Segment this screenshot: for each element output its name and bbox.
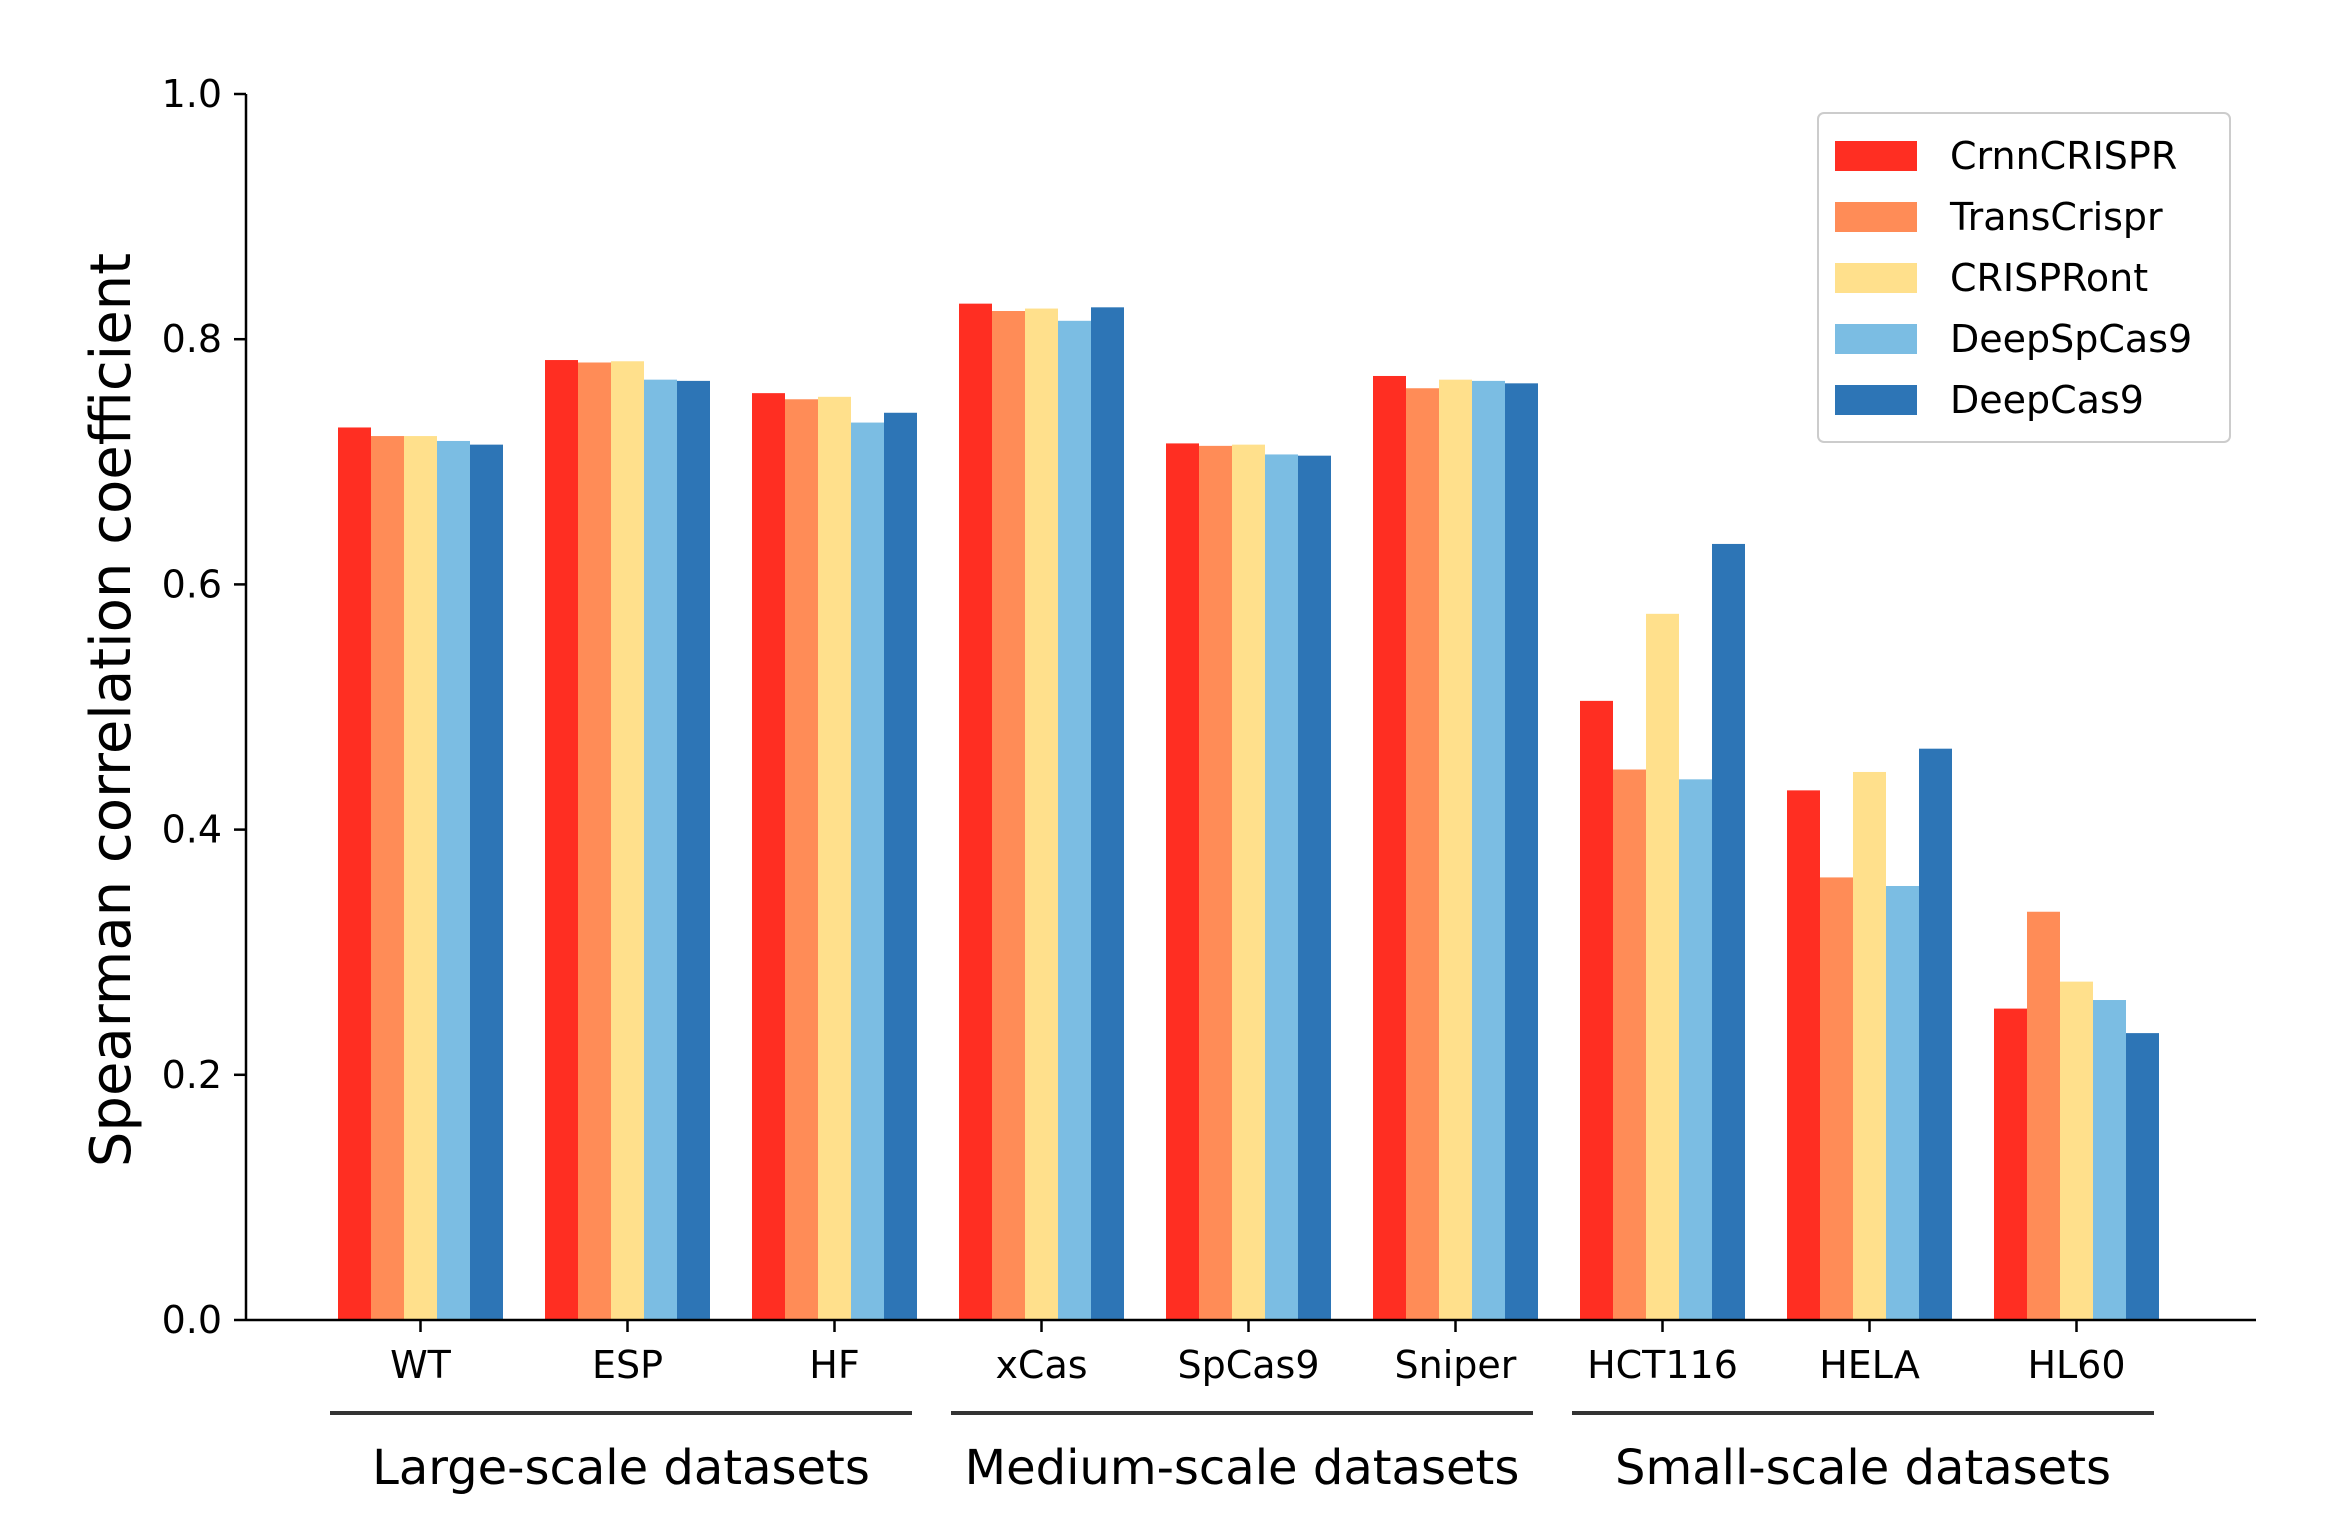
bar-hct116-deepcas9 <box>1712 543 1745 1320</box>
legend-label-deepcas9: DeepCas9 <box>1950 378 2144 422</box>
x-tick-label-hela: HELA <box>1819 1343 1920 1387</box>
bar-sniper-deepcas9 <box>1505 383 1538 1320</box>
bar-hl60-deepspcas9 <box>2093 1000 2126 1320</box>
bar-xcas-crispront <box>1025 308 1058 1320</box>
y-tick-label: 0.0 <box>162 1298 222 1342</box>
bar-sniper-deepspcas9 <box>1472 380 1505 1320</box>
bar-hf-transcrispr <box>785 399 818 1320</box>
bar-hf-crnncrispr <box>752 393 785 1320</box>
group-label: Large-scale datasets <box>372 1440 870 1496</box>
bar-hela-deepcas9 <box>1919 748 1952 1320</box>
group-label: Small-scale datasets <box>1615 1440 2111 1496</box>
bar-hela-crnncrispr <box>1787 790 1820 1320</box>
bar-hl60-deepcas9 <box>2126 1033 2159 1320</box>
legend-swatch-transcrispr <box>1835 202 1917 232</box>
bar-hct116-crnncrispr <box>1580 700 1613 1320</box>
bar-esp-crnncrispr <box>545 360 578 1320</box>
bar-wt-deepcas9 <box>470 444 503 1320</box>
x-tick-label-sniper: Sniper <box>1395 1343 1517 1387</box>
bar-esp-transcrispr <box>578 362 611 1320</box>
legend-swatch-crnncrispr <box>1835 141 1917 171</box>
x-tick-label-hct116: HCT116 <box>1587 1343 1738 1387</box>
x-tick-label-xcas: xCas <box>995 1343 1087 1387</box>
bar-hct116-transcrispr <box>1613 769 1646 1320</box>
bar-hf-crispront <box>818 396 851 1320</box>
bar-hl60-crnncrispr <box>1994 1008 2027 1320</box>
axes-layer: 0.0 0.2 0.4 0.6 0.8 1.0 WT ESP HF xCas SpCas9 Snipe… <box>162 72 2256 1387</box>
bar-sniper-transcrispr <box>1406 388 1439 1320</box>
y-axis-label-group: Spearman correlation coefficient <box>79 253 144 1167</box>
x-tick-label-spcas9: SpCas9 <box>1177 1343 1319 1387</box>
y-tick-label: 1.0 <box>162 72 222 116</box>
bar-hf-deepcas9 <box>884 412 917 1320</box>
legend-label-deepspcas9: DeepSpCas9 <box>1950 317 2192 361</box>
bar-hela-crispront <box>1853 771 1886 1320</box>
bar-esp-deepspcas9 <box>644 379 677 1321</box>
bar-xcas-crnncrispr <box>959 303 992 1320</box>
bar-wt-deepspcas9 <box>437 440 470 1320</box>
bar-wt-transcrispr <box>371 436 404 1321</box>
y-tick-label: 0.8 <box>162 317 222 361</box>
bar-spcas9-crnncrispr <box>1166 443 1199 1320</box>
y-axis-label: Spearman correlation coefficient <box>79 253 144 1167</box>
x-tick-label-hl60: HL60 <box>2027 1343 2125 1387</box>
x-tick-label-wt: WT <box>390 1343 452 1387</box>
bar-esp-deepcas9 <box>677 380 710 1320</box>
bar-hl60-transcrispr <box>2027 911 2060 1320</box>
legend-swatch-deepcas9 <box>1835 385 1917 415</box>
legend-label-transcrispr: TransCrispr <box>1949 195 2163 239</box>
bar-hela-transcrispr <box>1820 877 1853 1320</box>
bar-sniper-crnncrispr <box>1373 375 1406 1321</box>
bar-wt-crispront <box>404 436 437 1321</box>
legend-label-crispront: CRISPRont <box>1950 256 2148 300</box>
bars-layer <box>338 303 2159 1321</box>
bar-xcas-deepcas9 <box>1091 307 1124 1321</box>
y-tick-label: 0.6 <box>162 562 222 606</box>
bar-xcas-deepspcas9 <box>1058 320 1091 1320</box>
bar-esp-crispront <box>611 361 644 1320</box>
bar-hf-deepspcas9 <box>851 422 884 1320</box>
bar-spcas9-crispront <box>1232 444 1265 1320</box>
group-annotations-layer: Large-scale datasets Medium-scale dataset… <box>330 1411 2154 1496</box>
x-tick-label-esp: ESP <box>592 1343 663 1387</box>
bar-spcas9-deepcas9 <box>1298 455 1331 1320</box>
legend-swatch-crispront <box>1835 263 1917 293</box>
legend-frame <box>1817 112 2231 443</box>
legend: CrnnCRISPR TransCrispr CRISPRont DeepSpCas9… <box>1817 112 2231 443</box>
bar-spcas9-deepspcas9 <box>1265 454 1298 1321</box>
bar-xcas-transcrispr <box>992 311 1025 1320</box>
legend-swatch-deepspcas9 <box>1835 324 1917 354</box>
x-tick-label-hf: HF <box>809 1343 859 1387</box>
bar-spcas9-transcrispr <box>1199 445 1232 1320</box>
bar-hela-deepspcas9 <box>1886 885 1919 1320</box>
bar-hct116-deepspcas9 <box>1679 779 1712 1320</box>
legend-label-crnncrispr: CrnnCRISPR <box>1950 134 2177 178</box>
group-label: Medium-scale datasets <box>965 1440 1520 1496</box>
bar-hl60-crispront <box>2060 981 2093 1320</box>
y-tick-label: 0.2 <box>162 1053 222 1097</box>
bar-sniper-crispront <box>1439 379 1472 1321</box>
bar-hct116-crispront <box>1646 613 1679 1320</box>
y-tick-label: 0.4 <box>162 808 222 852</box>
bar-wt-crnncrispr <box>338 427 371 1320</box>
